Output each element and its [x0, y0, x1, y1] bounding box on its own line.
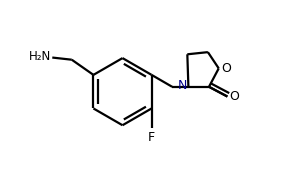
Text: H₂N: H₂N	[29, 50, 51, 63]
Text: O: O	[230, 90, 239, 103]
Text: N: N	[178, 79, 187, 92]
Text: O: O	[221, 62, 231, 75]
Text: F: F	[148, 131, 155, 144]
